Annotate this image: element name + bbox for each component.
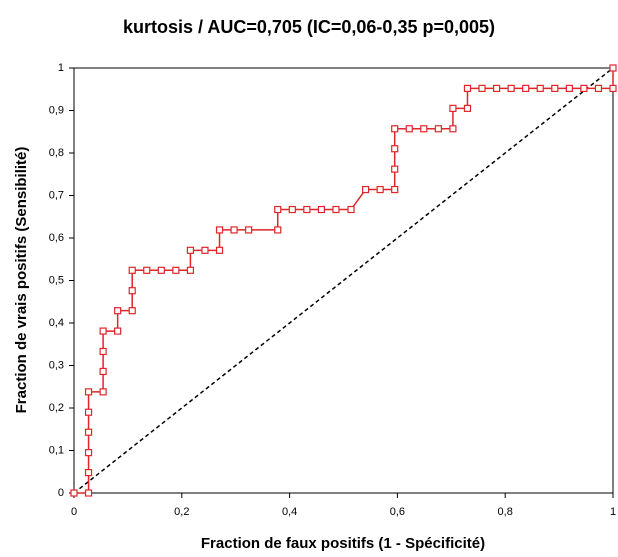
point-marker (274, 205, 282, 214)
y-tick-label: 0,5 (49, 274, 64, 286)
point-marker (128, 287, 136, 295)
point-marker (99, 388, 107, 396)
x-tick-label: 0,6 (390, 506, 405, 518)
x-axis-title: Fraction de faux positifs (1 - Spécifici… (201, 535, 485, 552)
y-tick-label: 0,7 (49, 189, 64, 201)
point-marker (143, 266, 151, 274)
point-marker (157, 266, 165, 274)
point-marker (478, 84, 486, 93)
point-marker (114, 327, 122, 335)
x-tick-label: 1 (610, 506, 616, 518)
point-marker (99, 367, 107, 376)
point-marker (128, 266, 136, 274)
point-marker (84, 489, 93, 497)
point-marker (245, 226, 253, 234)
point-marker (361, 185, 370, 194)
point-marker (449, 125, 457, 133)
point-marker (507, 84, 515, 93)
point-marker (201, 246, 209, 254)
point-marker (609, 64, 617, 72)
x-tick-label: 0,2 (174, 506, 189, 518)
y-tick-label: 0,9 (49, 104, 64, 116)
point-marker (347, 205, 355, 214)
chart-title: kurtosis / AUC=0,705 (IC=0,06-0,35 p=0,0… (123, 17, 495, 37)
point-marker (84, 388, 93, 396)
point-marker (274, 226, 282, 234)
point-marker (420, 125, 428, 133)
point-marker (609, 84, 617, 93)
point-marker (84, 469, 93, 477)
point-marker (230, 226, 238, 234)
point-marker (317, 205, 326, 214)
point-marker (303, 205, 311, 214)
point-marker (288, 205, 296, 214)
point-marker (332, 205, 340, 214)
point-marker (376, 185, 384, 194)
point-marker (463, 84, 472, 93)
point-marker (99, 347, 107, 356)
y-tick-label: 0 (58, 487, 64, 499)
y-tick-label: 0,2 (49, 402, 64, 414)
point-marker (186, 266, 195, 274)
y-axis-title: Fraction de vrais positifs (Sensibilité) (13, 147, 30, 414)
y-tick-label: 0,6 (49, 232, 64, 244)
point-marker (84, 449, 93, 457)
point-marker (391, 185, 399, 194)
y-tick-label: 1 (58, 62, 64, 74)
point-marker (492, 84, 501, 93)
x-tick-label: 0,4 (282, 506, 297, 518)
point-marker (594, 84, 603, 93)
point-marker (565, 84, 573, 93)
point-marker (172, 266, 180, 274)
point-marker (84, 428, 93, 436)
point-marker (391, 125, 399, 133)
point-marker (391, 165, 399, 173)
point-marker (463, 104, 472, 112)
point-marker (128, 307, 136, 315)
point-marker (391, 145, 399, 153)
point-marker (536, 84, 544, 93)
x-tick-label: 0,8 (498, 506, 513, 518)
point-marker (522, 84, 530, 93)
chance-line (73, 67, 614, 494)
point-marker (215, 226, 224, 234)
point-marker (215, 246, 224, 254)
y-tick-label: 0,4 (49, 317, 64, 329)
point-marker (405, 125, 413, 133)
point-marker (580, 84, 588, 93)
point-marker (186, 246, 195, 254)
point-marker (434, 125, 442, 133)
y-tick-label: 0,1 (49, 444, 64, 456)
point-marker (84, 408, 93, 416)
point-marker (70, 489, 78, 497)
point-marker (114, 307, 122, 315)
point-marker (99, 327, 107, 335)
y-tick-label: 0,3 (49, 359, 64, 371)
x-tick-label: 0 (71, 506, 77, 518)
point-marker (449, 104, 457, 112)
y-tick-label: 0,8 (49, 147, 64, 159)
point-marker (551, 84, 559, 93)
